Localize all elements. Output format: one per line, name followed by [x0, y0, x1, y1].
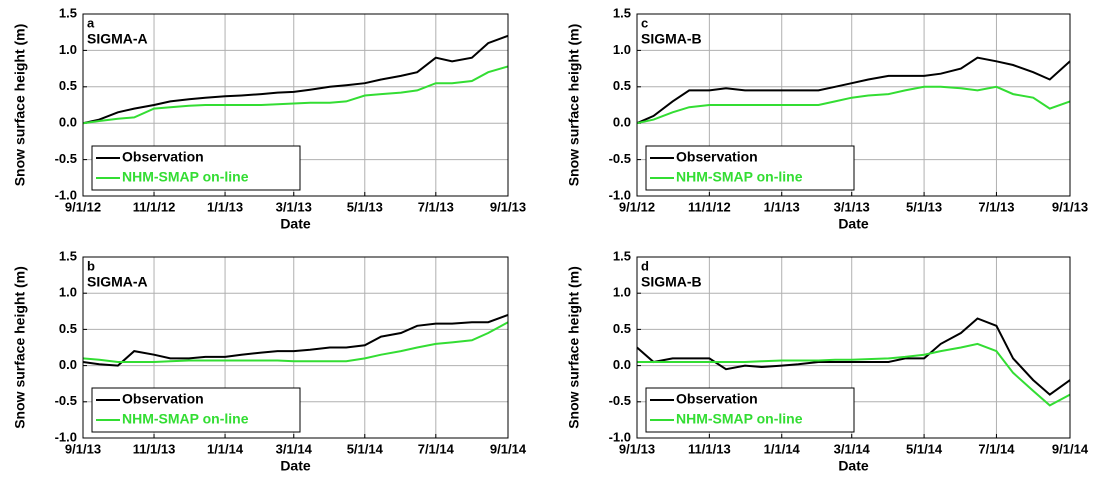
y-tick-label: -1.0: [609, 429, 631, 444]
legend-label: NHM-SMAP on-line: [676, 411, 803, 427]
x-axis-label: Date: [838, 216, 869, 232]
y-tick-label: -1.0: [55, 429, 77, 444]
data-line: [82, 65, 509, 125]
data-line: [82, 321, 509, 363]
x-tick-label: 5/1/14: [347, 441, 384, 456]
y-tick-label: 0.0: [613, 357, 631, 372]
data-line: [637, 342, 1071, 407]
y-tick-label: 1.0: [59, 42, 77, 57]
legend-label: Observation: [122, 391, 204, 407]
site-label: SIGMA-B: [641, 31, 702, 47]
y-axis-label: Snow surface height (m): [12, 24, 28, 187]
legend-label: Observation: [676, 391, 758, 407]
panel-label: b: [87, 258, 95, 273]
x-tick-label: 3/1/14: [276, 441, 313, 456]
y-tick-label: 0.0: [613, 115, 631, 130]
y-tick-label: 1.5: [613, 248, 631, 263]
y-tick-label: 1.0: [613, 285, 631, 300]
data-line: [82, 34, 509, 125]
data-line: [82, 313, 509, 367]
legend-label: Observation: [676, 149, 758, 165]
x-tick-label: 11/1/12: [688, 199, 731, 214]
x-tick-label: 11/1/13: [688, 441, 731, 456]
y-tick-label: -0.5: [55, 393, 77, 408]
y-tick-label: 0.0: [59, 115, 77, 130]
plot-frame: [82, 256, 509, 439]
y-tick-label: 0.5: [613, 321, 631, 336]
x-tick-label: 1/1/14: [207, 441, 244, 456]
y-tick-label: 0.5: [59, 78, 77, 93]
legend-box: [91, 387, 301, 433]
y-tick-label: -0.5: [609, 151, 631, 166]
x-tick-label: 5/1/13: [906, 199, 942, 214]
y-axis-label: Snow surface height (m): [12, 266, 28, 429]
y-tick-label: 1.5: [613, 5, 631, 20]
x-tick-label: 5/1/13: [347, 199, 383, 214]
x-tick-label: 1/1/14: [764, 441, 801, 456]
y-axis-label: Snow surface height (m): [566, 266, 582, 429]
y-tick-label: 1.0: [613, 42, 631, 57]
legend-box: [645, 387, 855, 433]
legend-label: NHM-SMAP on-line: [122, 411, 249, 427]
panel-label: c: [641, 15, 648, 30]
site-label: SIGMA-B: [641, 274, 702, 290]
x-tick-label: 7/1/13: [978, 199, 1014, 214]
data-line: [636, 317, 1071, 396]
y-tick-label: 0.0: [59, 357, 77, 372]
x-tick-label: 9/1/14: [490, 441, 527, 456]
legend-label: NHM-SMAP on-line: [122, 169, 249, 185]
x-tick-label: 9/1/12: [65, 199, 101, 214]
y-tick-label: 0.5: [613, 78, 631, 93]
y-tick-label: -0.5: [609, 393, 631, 408]
x-axis-label: Date: [280, 216, 311, 232]
panel-label: d: [641, 258, 649, 273]
legend-label: Observation: [122, 149, 204, 165]
y-axis-label: Snow surface height (m): [566, 24, 582, 187]
data-line: [636, 56, 1071, 125]
x-tick-label: 9/1/14: [1052, 441, 1089, 456]
x-tick-label: 11/1/13: [133, 441, 176, 456]
x-axis-label: Date: [838, 458, 869, 474]
plot-frame: [636, 13, 1071, 197]
x-tick-label: 3/1/13: [276, 199, 312, 214]
y-tick-label: 1.0: [59, 285, 77, 300]
x-tick-label: 5/1/14: [906, 441, 943, 456]
x-axis-label: Date: [280, 458, 311, 474]
y-tick-label: -0.5: [55, 151, 77, 166]
plot-frame: [636, 256, 1071, 439]
data-line: [636, 85, 1071, 125]
x-tick-label: 9/1/13: [65, 441, 101, 456]
x-tick-label: 7/1/14: [978, 441, 1015, 456]
panel-label: a: [87, 15, 95, 30]
site-label: SIGMA-A: [87, 274, 148, 290]
y-tick-label: 0.5: [59, 321, 77, 336]
x-tick-label: 3/1/14: [834, 441, 871, 456]
legend-box: [91, 145, 301, 191]
site-label: SIGMA-A: [87, 31, 148, 47]
x-tick-label: 1/1/13: [764, 199, 800, 214]
x-tick-label: 9/1/13: [490, 199, 526, 214]
x-tick-label: 1/1/13: [207, 199, 243, 214]
x-tick-label: 7/1/13: [418, 199, 454, 214]
legend-label: NHM-SMAP on-line: [676, 169, 803, 185]
plot-frame: [82, 13, 509, 197]
y-tick-label: 1.5: [59, 248, 77, 263]
y-tick-label: -1.0: [55, 187, 77, 202]
y-tick-label: -1.0: [609, 187, 631, 202]
legend-box: [645, 145, 855, 191]
x-tick-label: 7/1/14: [418, 441, 455, 456]
x-tick-label: 9/1/12: [619, 199, 655, 214]
y-tick-label: 1.5: [59, 5, 77, 20]
x-tick-label: 3/1/13: [834, 199, 870, 214]
x-tick-label: 9/1/13: [1052, 199, 1088, 214]
x-tick-label: 11/1/12: [133, 199, 176, 214]
x-tick-label: 9/1/13: [619, 441, 655, 456]
